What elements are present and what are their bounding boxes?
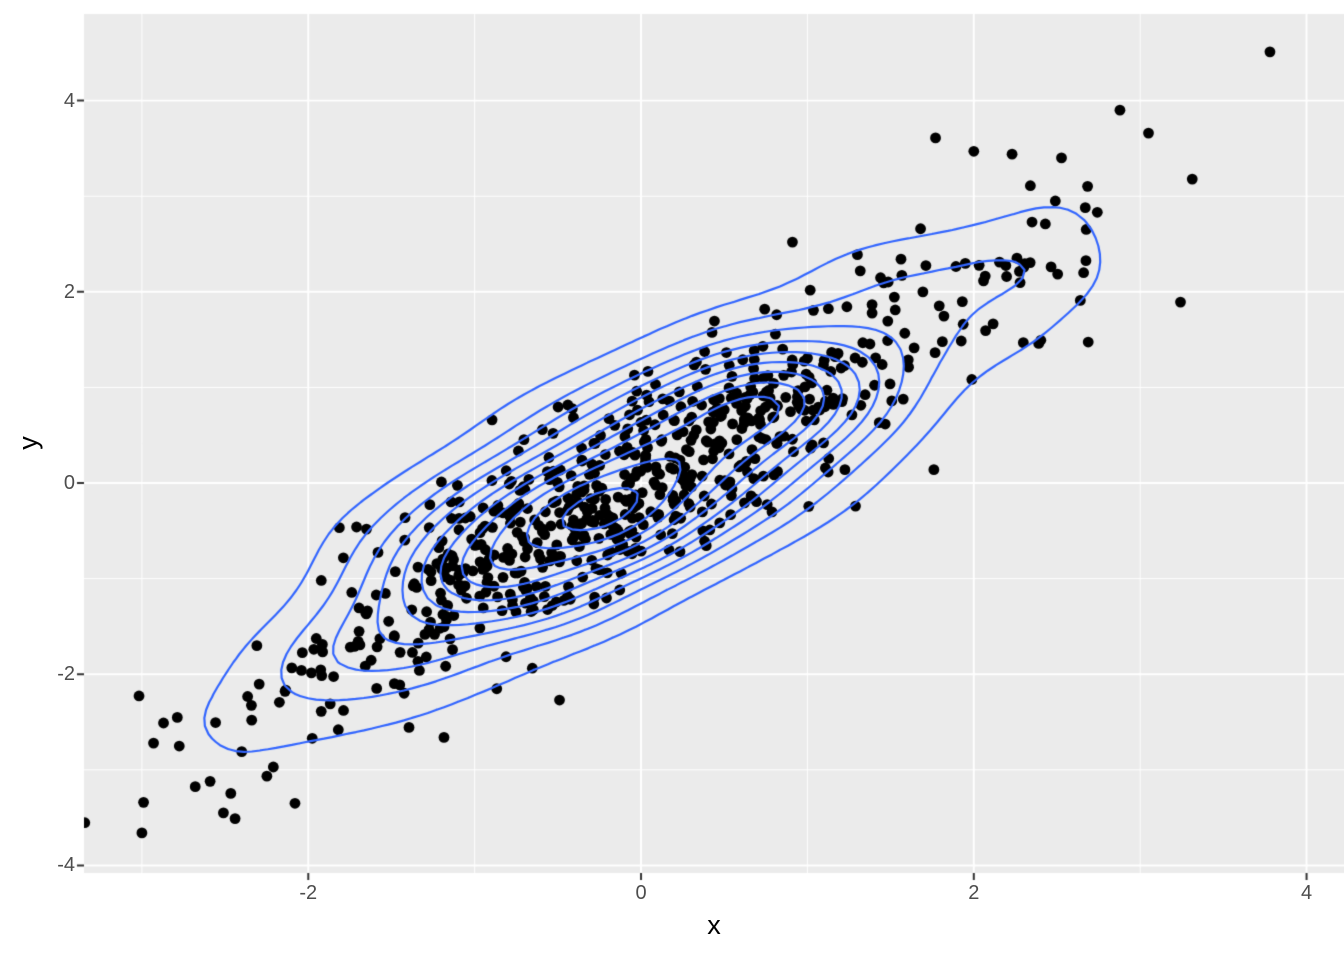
x-tick-label-2: 2: [968, 882, 980, 904]
x-axis-title: x: [707, 910, 721, 940]
y-tick-label-1: -2: [57, 663, 75, 686]
y-tick-label-3: 2: [63, 280, 75, 303]
x-tick-label-1: 0: [635, 882, 647, 904]
y-axis-title: y: [13, 436, 43, 450]
x-tick-label-0: -2: [299, 882, 318, 904]
y-tick-label-4: 4: [63, 89, 75, 112]
y-tick-label-0: -4: [57, 854, 75, 877]
x-tick-label-3: 4: [1301, 882, 1313, 904]
y-tick-label-2: 0: [63, 472, 75, 495]
